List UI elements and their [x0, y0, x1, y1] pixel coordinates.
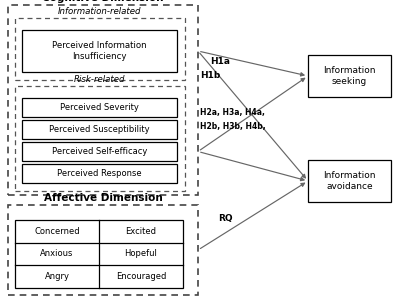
Bar — [308, 160, 391, 202]
Text: H1a: H1a — [210, 58, 230, 66]
Text: H2b, H3b, H4b,: H2b, H3b, H4b, — [200, 122, 266, 131]
Bar — [22, 164, 177, 183]
Bar — [15, 220, 183, 288]
Text: Excited: Excited — [126, 227, 156, 236]
Text: H1b: H1b — [200, 71, 220, 79]
Text: H2a, H3a, H4a,: H2a, H3a, H4a, — [200, 108, 265, 118]
Text: Perceived Response: Perceived Response — [57, 169, 142, 178]
Text: Encouraged: Encouraged — [116, 272, 166, 281]
Text: Hopeful: Hopeful — [124, 249, 158, 258]
Bar — [15, 86, 185, 191]
Text: Perceived Self-efficacy: Perceived Self-efficacy — [52, 147, 147, 156]
Bar — [22, 142, 177, 161]
Bar — [22, 120, 177, 139]
Text: RQ: RQ — [218, 214, 233, 222]
Text: Cognitive Dimension: Cognitive Dimension — [42, 0, 164, 3]
Text: Perceived Severity: Perceived Severity — [60, 103, 139, 112]
Bar — [22, 30, 177, 72]
Text: Information
avoidance: Information avoidance — [323, 171, 376, 191]
Bar — [308, 55, 391, 97]
Text: Affective Dimension: Affective Dimension — [44, 193, 162, 203]
Text: Information-related: Information-related — [58, 7, 142, 16]
Bar — [8, 205, 198, 295]
Text: Perceived Information
Insufficiency: Perceived Information Insufficiency — [52, 41, 147, 61]
Text: Anxious: Anxious — [40, 249, 74, 258]
Bar — [22, 98, 177, 117]
Text: Risk-related: Risk-related — [74, 75, 126, 84]
Text: Concerned: Concerned — [34, 227, 80, 236]
Bar — [8, 5, 198, 195]
Bar — [15, 18, 185, 80]
Text: Angry: Angry — [44, 272, 70, 281]
Text: Information
seeking: Information seeking — [323, 66, 376, 86]
Text: Perceived Susceptibility: Perceived Susceptibility — [49, 125, 150, 134]
